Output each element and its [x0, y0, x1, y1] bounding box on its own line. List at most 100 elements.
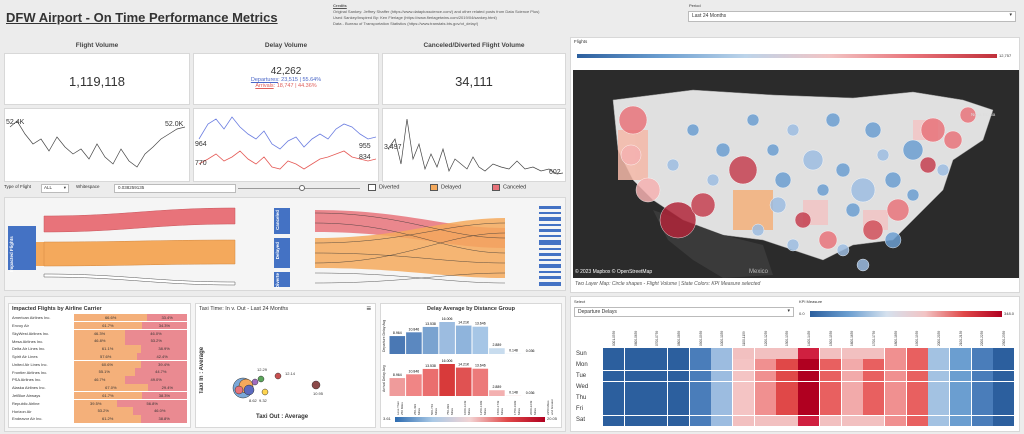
heatmap-cell[interactable] [971, 393, 993, 404]
heatmap-cell[interactable] [754, 415, 776, 427]
heatmap-cell[interactable] [624, 370, 646, 382]
credits-line-3[interactable]: Data - Bureau of Transportation Statisti… [333, 21, 479, 26]
heatmap-cell[interactable] [776, 348, 798, 359]
heatmap-cell[interactable] [863, 359, 885, 370]
heatmap-select[interactable]: Departure Delays ▾ [574, 307, 794, 317]
heatmap-cell[interactable] [646, 359, 668, 370]
heatmap-cell[interactable] [928, 415, 950, 427]
legend-delayed[interactable]: Delayed [430, 184, 461, 191]
airport-bubble[interactable] [766, 143, 780, 157]
heatmap-cell[interactable] [993, 415, 1015, 427]
heatmap-cell[interactable] [689, 415, 711, 427]
heatmap-cell[interactable] [949, 393, 972, 404]
airport-bubble[interactable] [666, 158, 680, 172]
airport-bubble[interactable] [715, 142, 731, 158]
airport-bubble[interactable] [786, 238, 800, 252]
heatmap-cell[interactable] [863, 393, 885, 404]
airport-bubble[interactable] [825, 112, 841, 128]
airport-bubble[interactable] [786, 123, 800, 137]
heatmap-cell[interactable] [733, 381, 755, 393]
heatmap-cell[interactable] [711, 415, 733, 427]
bottom-bar[interactable] [422, 368, 439, 396]
heatmap-cell[interactable] [711, 370, 733, 382]
bottom-bar[interactable] [389, 378, 406, 396]
airport-bubble[interactable] [902, 139, 924, 161]
airport-bubble[interactable] [864, 121, 882, 139]
menu-icon[interactable]: ≡ [366, 304, 371, 313]
heatmap-cell[interactable] [776, 359, 798, 370]
heatmap-cell[interactable] [711, 393, 733, 404]
airline-row[interactable]: Envoy Air 61.7% 34.3% [12, 321, 187, 330]
heatmap-cell[interactable] [668, 415, 690, 427]
airport-bubble[interactable] [943, 130, 963, 150]
heatmap-cell[interactable] [624, 393, 646, 404]
airport-bubble[interactable] [659, 201, 697, 239]
heatmap-cell[interactable] [906, 404, 928, 416]
heatmap-cell[interactable] [603, 381, 625, 393]
heatmap-cell[interactable] [993, 348, 1015, 359]
heatmap-cell[interactable] [776, 404, 798, 416]
heatmap-cell[interactable] [603, 359, 625, 370]
heatmap-cell[interactable] [624, 381, 646, 393]
heatmap-cell[interactable] [906, 348, 928, 359]
heatmap-cell[interactable] [841, 393, 863, 404]
heatmap-cell[interactable] [841, 381, 863, 393]
heatmap-cell[interactable] [819, 381, 841, 393]
heatmap-cell[interactable] [841, 415, 863, 427]
heatmap-cell[interactable] [754, 381, 776, 393]
heatmap-cell[interactable] [689, 404, 711, 416]
map-canvas[interactable] [573, 70, 1019, 278]
heatmap-cell[interactable] [993, 393, 1015, 404]
heatmap-cell[interactable] [733, 359, 755, 370]
airline-row[interactable]: JetBlue Airways 61.7% 38.3% [12, 391, 187, 400]
heatmap-cell[interactable] [928, 348, 950, 359]
airport-bubble[interactable] [920, 117, 946, 143]
heatmap-cell[interactable] [776, 415, 798, 427]
airport-bubble[interactable] [836, 243, 850, 257]
heatmap-cell[interactable] [603, 348, 625, 359]
airline-row[interactable]: United Air Lines Inc. 60.6% 39.4% [12, 360, 187, 369]
airport-bubble[interactable] [802, 149, 824, 171]
heatmap-cell[interactable] [928, 393, 950, 404]
heatmap-cell[interactable] [603, 370, 625, 382]
heatmap-cell[interactable] [711, 404, 733, 416]
heatmap-cell[interactable] [971, 348, 993, 359]
whitespace-input[interactable]: 0.038259135 [114, 184, 236, 193]
top-bar[interactable] [489, 348, 505, 354]
heatmap-cell[interactable] [884, 370, 906, 382]
heatmap-cell[interactable] [668, 370, 690, 382]
heatmap-cell[interactable] [733, 404, 755, 416]
airport-bubble[interactable] [618, 105, 648, 135]
bottom-bar[interactable] [472, 368, 489, 396]
heatmap-cell[interactable] [971, 415, 993, 427]
heatmap-cell[interactable] [733, 415, 755, 427]
heatmap-cell[interactable] [646, 404, 668, 416]
heatmap-cell[interactable] [711, 359, 733, 370]
legend-diverted[interactable]: Diverted [368, 184, 399, 191]
airline-row[interactable]: Spirit Air Lines 57.6% 42.4% [12, 352, 187, 361]
heatmap-cell[interactable] [863, 348, 885, 359]
heatmap-cell[interactable] [928, 359, 950, 370]
heatmap-cell[interactable] [711, 348, 733, 359]
airport-bubble[interactable] [886, 198, 910, 222]
heatmap-cell[interactable] [949, 404, 972, 416]
heatmap-cell[interactable] [841, 359, 863, 370]
heatmap-cell[interactable] [624, 415, 646, 427]
airport-bubble[interactable] [746, 113, 760, 127]
heatmap-cell[interactable] [668, 393, 690, 404]
top-bar[interactable] [455, 325, 472, 354]
bottom-bar[interactable] [489, 390, 505, 396]
airport-bubble[interactable] [884, 231, 902, 249]
heatmap-cell[interactable] [993, 370, 1015, 382]
heatmap-cell[interactable] [603, 415, 625, 427]
airport-bubble[interactable] [686, 123, 700, 137]
heatmap-cell[interactable] [754, 393, 776, 404]
heatmap-cell[interactable] [603, 404, 625, 416]
heatmap-cell[interactable] [971, 370, 993, 382]
airport-bubble[interactable] [850, 177, 876, 203]
heatmap-cell[interactable] [798, 359, 820, 370]
heatmap-cell[interactable] [863, 404, 885, 416]
airport-bubble[interactable] [635, 177, 661, 203]
heatmap-cell[interactable] [754, 370, 776, 382]
heatmap-cell[interactable] [819, 393, 841, 404]
